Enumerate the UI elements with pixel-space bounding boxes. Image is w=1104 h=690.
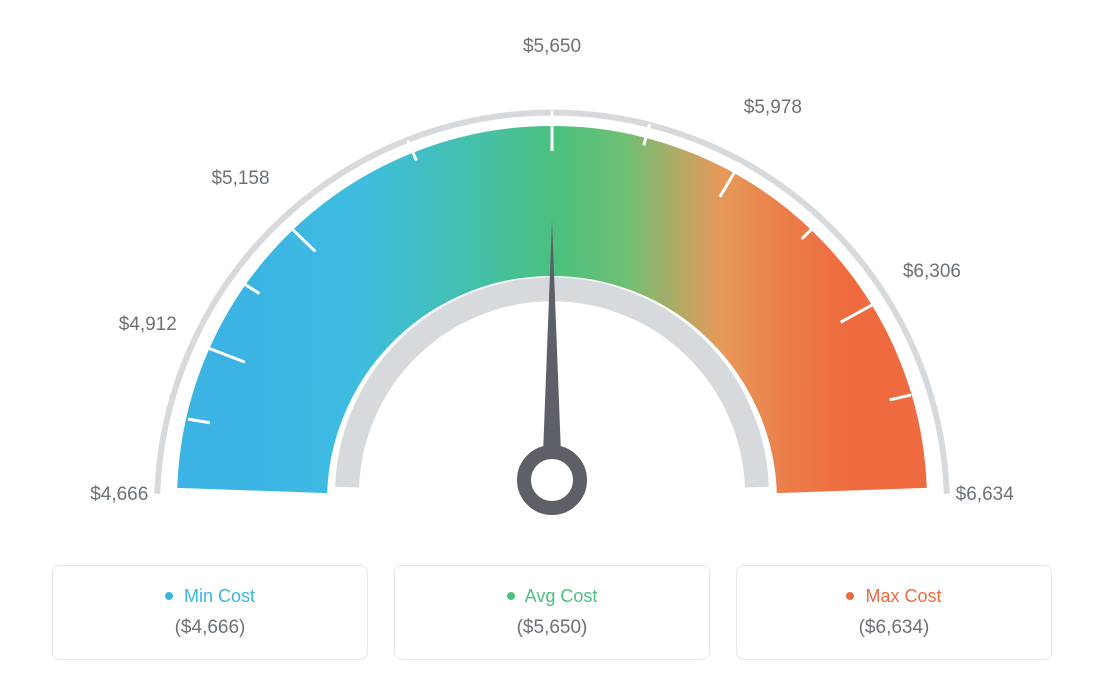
legend-row: Min Cost ($4,666) Avg Cost ($5,650) Max … [52, 565, 1052, 660]
tick-label: $6,306 [903, 261, 961, 283]
tick-label: $5,158 [211, 168, 269, 190]
tick-label: $4,666 [90, 484, 148, 506]
tick-label: $5,978 [744, 97, 802, 119]
legend-value-avg: ($5,650) [405, 617, 699, 639]
legend-value-max: ($6,634) [747, 617, 1041, 639]
legend-title-avg: Avg Cost [405, 586, 699, 607]
legend-title-text: Min Cost [184, 586, 255, 606]
legend-card-avg: Avg Cost ($5,650) [394, 565, 710, 660]
gauge-chart: $4,666 $4,912 $5,158 $5,650 $5,978 $6,306 $6,6… [0, 0, 1104, 560]
tick-label: $5,650 [523, 36, 581, 58]
dot-icon [165, 592, 173, 600]
legend-title-text: Avg Cost [525, 586, 598, 606]
tick-label: $6,634 [956, 484, 1014, 506]
dot-icon [507, 592, 515, 600]
legend-card-min: Min Cost ($4,666) [52, 565, 368, 660]
legend-title-max: Max Cost [747, 586, 1041, 607]
tick-label: $4,912 [119, 314, 177, 336]
legend-title-min: Min Cost [63, 586, 357, 607]
dot-icon [846, 592, 854, 600]
legend-title-text: Max Cost [865, 586, 941, 606]
gauge-svg [52, 20, 1052, 560]
legend-value-min: ($4,666) [63, 617, 357, 639]
legend-card-max: Max Cost ($6,634) [736, 565, 1052, 660]
